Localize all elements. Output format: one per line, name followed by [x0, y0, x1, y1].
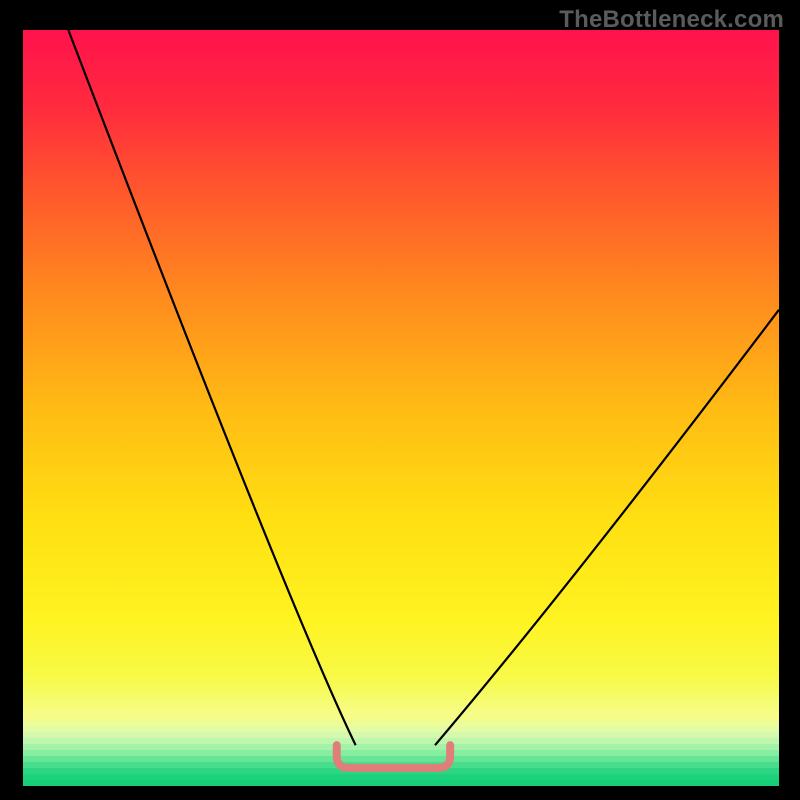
chart-stage: TheBottleneck.com — [0, 0, 800, 800]
curve-right — [435, 310, 779, 745]
watermark-text: TheBottleneck.com — [559, 6, 784, 34]
plot-area — [23, 30, 779, 786]
marker-bracket — [337, 745, 450, 768]
curve-left — [68, 30, 355, 745]
curve-layer — [23, 30, 779, 786]
